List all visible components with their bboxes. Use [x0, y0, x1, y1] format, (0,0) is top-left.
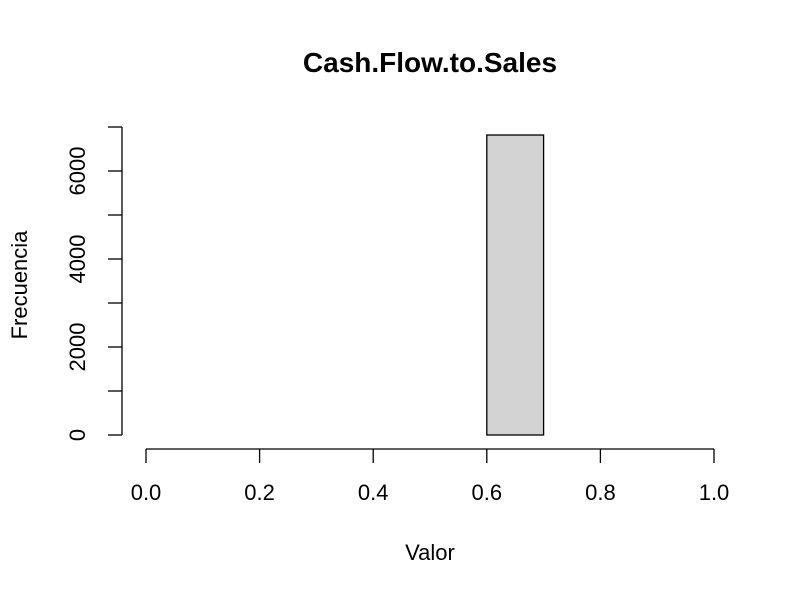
- x-tick-label: 0.6: [472, 480, 503, 505]
- y-tick-label: 6000: [65, 147, 90, 196]
- chart-title: Cash.Flow.to.Sales: [303, 47, 557, 78]
- x-axis-label: Valor: [405, 540, 455, 565]
- y-tick-label: 2000: [65, 323, 90, 372]
- x-tick-label: 0.2: [244, 480, 275, 505]
- x-axis: 0.0 0.2 0.4 0.6 0.8 1.0: [131, 448, 730, 505]
- x-tick-label: 1.0: [699, 480, 730, 505]
- x-tick-label: 0.4: [358, 480, 389, 505]
- bars-layer: [486, 134, 545, 436]
- y-axis: 0 2000 4000 6000: [65, 126, 123, 441]
- histogram-bar: [486, 134, 545, 436]
- y-tick-label: 0: [65, 429, 90, 441]
- x-tick-label: 0.8: [585, 480, 616, 505]
- y-axis-label: Frecuencia: [7, 230, 32, 340]
- x-tick-label: 0.0: [131, 480, 162, 505]
- y-tick-label: 4000: [65, 235, 90, 284]
